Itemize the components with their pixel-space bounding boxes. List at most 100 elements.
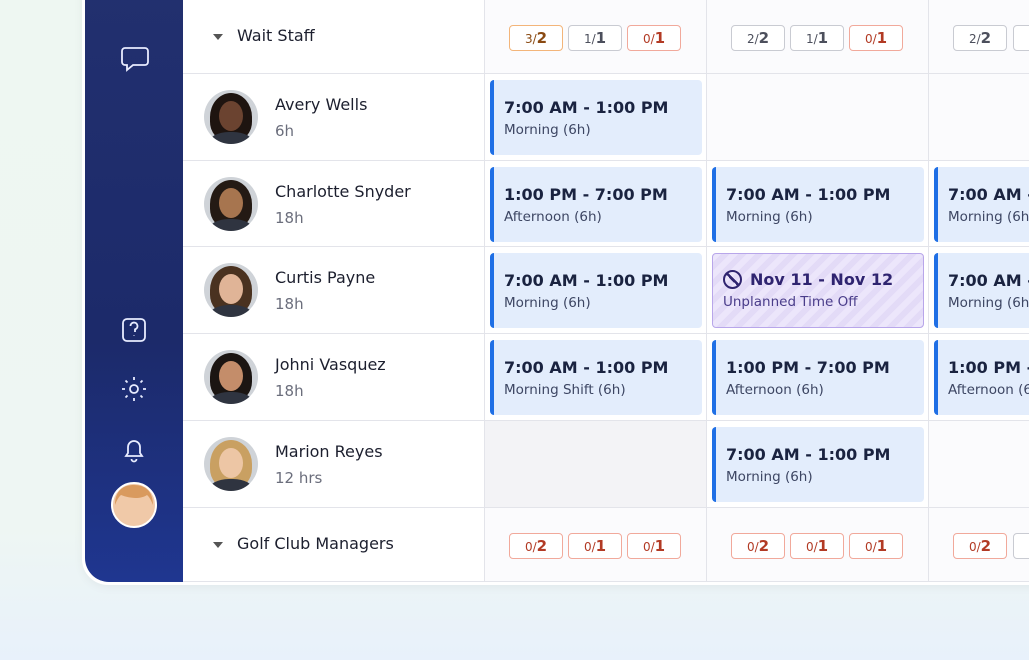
shift-time: 1:00 PM - 7:00 PM bbox=[726, 358, 890, 377]
badge-total: 1 bbox=[595, 29, 607, 47]
table-cell: Nov 11 - Nov 12 Unplanned Time Off bbox=[707, 247, 929, 334]
shift-block[interactable]: 7:00 AM - 1:00 PM Morning (6h) bbox=[490, 80, 702, 155]
staff-name: Avery Wells bbox=[275, 95, 368, 114]
table-cell: Wait Staff bbox=[183, 0, 485, 74]
badge-count: 0/ bbox=[864, 32, 877, 46]
badge-total: 2 bbox=[536, 537, 548, 555]
shift-block[interactable]: 1:00 PM - 7:00 PM Afternoon (6h) bbox=[712, 340, 924, 415]
table-cell: 1:00 PM - 7:00 PM Afternoon (6h) bbox=[485, 161, 707, 247]
shift-label: Afternoon (6h) bbox=[504, 209, 602, 225]
badge-count: 2/ bbox=[746, 32, 759, 46]
table-cell: 2/2 bbox=[929, 0, 1029, 74]
icon-settings[interactable] bbox=[129, 384, 139, 394]
shift-block[interactable]: 1:00 PM - 7:00 PM Afternoon (6h) bbox=[934, 340, 1029, 415]
table-cell: Golf Club Managers bbox=[183, 508, 485, 582]
coverage-badge: 0/2 bbox=[953, 533, 1007, 559]
avatar-face bbox=[219, 361, 243, 391]
badge-total: 1 bbox=[654, 537, 666, 555]
avatar-body bbox=[209, 392, 253, 404]
group-name: Wait Staff bbox=[237, 26, 315, 45]
badge-total: 1 bbox=[876, 537, 888, 555]
no-entry-icon bbox=[723, 270, 742, 289]
staff-avatar bbox=[204, 350, 258, 404]
time-off-date-range: Nov 11 - Nov 12 bbox=[750, 270, 894, 289]
staff-hours: 18h bbox=[275, 382, 304, 400]
staff-name: Marion Reyes bbox=[275, 442, 383, 461]
coverage-badge: 2/2 bbox=[731, 25, 785, 51]
shift-label: Morning (6h) bbox=[504, 295, 591, 311]
staff-hours: 18h bbox=[275, 295, 304, 313]
staff-name: Charlotte Snyder bbox=[275, 182, 411, 201]
shift-block[interactable]: 7:00 AM - 1:00 PM Morning (6h) bbox=[712, 167, 924, 242]
time-off-block: Nov 11 - Nov 12 Unplanned Time Off bbox=[712, 253, 924, 328]
table-cell: 0/2 0/1 0/1 bbox=[707, 508, 929, 582]
shift-time: 7:00 AM - 1:00 PM bbox=[504, 271, 669, 290]
coverage-badge: 0/1 bbox=[568, 533, 622, 559]
staff-avatar bbox=[204, 177, 258, 231]
table-cell: 2/2 1/1 0/1 bbox=[707, 0, 929, 74]
badge-partial bbox=[1013, 25, 1029, 51]
coverage-badge: 3/2 bbox=[509, 25, 563, 51]
icon-bell[interactable] bbox=[124, 440, 144, 463]
shift-label: Morning (6h) bbox=[948, 209, 1029, 225]
shift-block[interactable]: 1:00 PM - 7:00 PM Afternoon (6h) bbox=[490, 167, 702, 242]
table-cell: Curtis Payne 18h bbox=[183, 247, 485, 334]
icon-help-mark bbox=[129, 321, 139, 336]
table-cell: 0/2 bbox=[929, 508, 1029, 582]
shift-block[interactable]: 7:00 AM - 1:00 PM Morning Shift (6h) bbox=[490, 340, 702, 415]
table-cell: 7:00 AM - 1:00 PM Morning (6h) bbox=[707, 421, 929, 508]
group-name: Golf Club Managers bbox=[237, 534, 394, 553]
avatar-face bbox=[219, 101, 243, 131]
shift-time: 7:00 AM - 1:00 PM bbox=[726, 445, 891, 464]
badge-count: 0/ bbox=[583, 540, 596, 554]
table-cell: Johni Vasquez 18h bbox=[183, 334, 485, 421]
shift-time: 7:00 AM - 1:00 PM bbox=[726, 185, 891, 204]
badge-total: 2 bbox=[758, 29, 770, 47]
shift-block[interactable]: 7:00 AM - 1:00 PM Morning (6h) bbox=[712, 427, 924, 502]
badge-count: 0/ bbox=[864, 540, 877, 554]
shift-time: 7:00 AM - 1:00 PM bbox=[948, 185, 1029, 204]
badge-count: 0/ bbox=[805, 540, 818, 554]
shift-label: Morning (6h) bbox=[726, 469, 813, 485]
staff-avatar bbox=[204, 90, 258, 144]
table-cell bbox=[929, 74, 1029, 161]
staff-hours: 12 hrs bbox=[275, 469, 323, 487]
shift-block[interactable]: 7:00 AM - 1:00 PM Morning (6h) bbox=[934, 253, 1029, 328]
icon-chat[interactable] bbox=[121, 47, 149, 72]
shift-time: 1:00 PM - 7:00 PM bbox=[504, 185, 668, 204]
badge-count: 3/ bbox=[524, 32, 537, 46]
icon-settings-teeth bbox=[122, 377, 146, 401]
table-cell bbox=[929, 421, 1029, 508]
avatar-hair bbox=[115, 485, 153, 505]
staff-name: Johni Vasquez bbox=[275, 355, 386, 374]
shift-label: Morning (6h) bbox=[726, 209, 813, 225]
icon-help[interactable] bbox=[122, 318, 146, 342]
shift-block[interactable]: 7:00 AM - 1:00 PM Morning (6h) bbox=[490, 253, 702, 328]
table-cell: 7:00 AM - 1:00 PM Morning Shift (6h) bbox=[485, 334, 707, 421]
shift-time: 1:00 PM - 7:00 PM bbox=[948, 358, 1029, 377]
coverage-badge: 0/2 bbox=[731, 533, 785, 559]
table-cell: 1:00 PM - 7:00 PM Afternoon (6h) bbox=[707, 334, 929, 421]
badge-count: 1/ bbox=[805, 32, 818, 46]
coverage-badge: 0/1 bbox=[627, 25, 681, 51]
table-cell: Marion Reyes 12 hrs bbox=[183, 421, 485, 508]
badge-total: 2 bbox=[980, 29, 992, 47]
badge-count: 0/ bbox=[968, 540, 981, 554]
badge-count: 0/ bbox=[642, 32, 655, 46]
table-cell: Avery Wells 6h bbox=[183, 74, 485, 161]
shift-block[interactable]: 7:00 AM - 1:00 PM Morning (6h) bbox=[934, 167, 1029, 242]
table-cell: 7:00 AM - 1:00 PM Morning (6h) bbox=[929, 161, 1029, 247]
table-cell: 7:00 AM - 1:00 PM Morning (6h) bbox=[707, 161, 929, 247]
staff-hours: 18h bbox=[275, 209, 304, 227]
badge-count: 0/ bbox=[524, 540, 537, 554]
avatar-body bbox=[209, 132, 253, 144]
badge-total: 1 bbox=[817, 29, 829, 47]
shift-label: Afternoon (6h) bbox=[726, 382, 824, 398]
coverage-badge: 2/2 bbox=[953, 25, 1007, 51]
table-cell: 7:00 AM - 1:00 PM Morning (6h) bbox=[485, 247, 707, 334]
avatar-body bbox=[209, 479, 253, 491]
table-cell bbox=[707, 74, 929, 161]
badge-count: 1/ bbox=[583, 32, 596, 46]
avatar-face bbox=[219, 188, 243, 218]
